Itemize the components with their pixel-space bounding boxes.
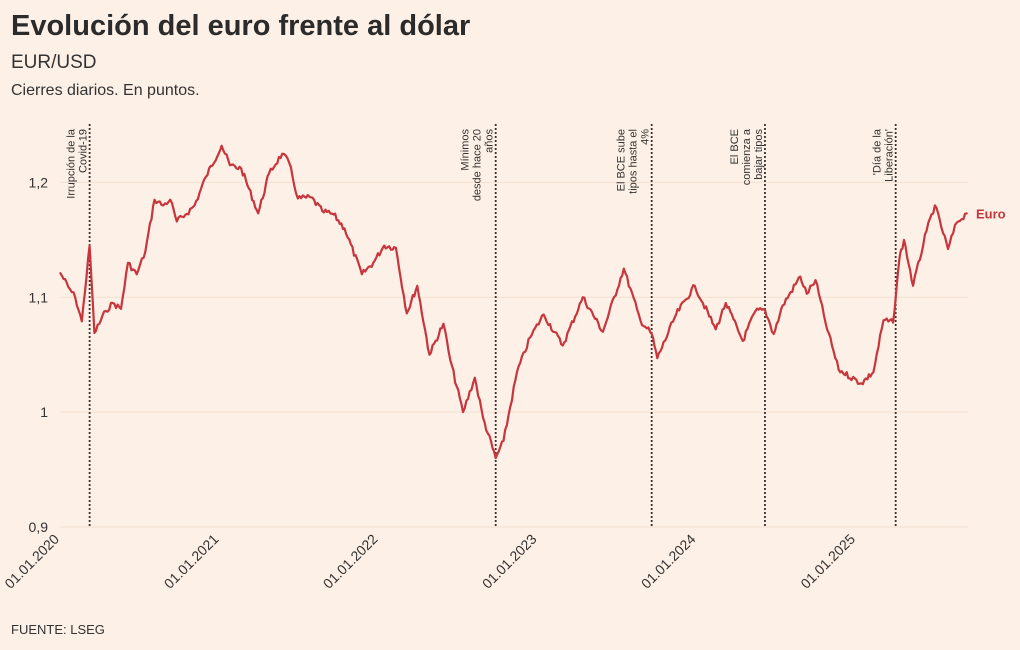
- x-tick-label: 01.01.2025: [797, 531, 858, 592]
- event-label: desde hace 20: [472, 129, 484, 201]
- chart-note: Cierres diarios. En puntos.: [11, 82, 200, 99]
- event-label: Mínimos: [460, 129, 472, 171]
- x-tick-label: 01.01.2024: [638, 531, 699, 592]
- series-label-euro: Euro: [976, 206, 1006, 221]
- source-note: FUENTE: LSEG: [11, 622, 105, 637]
- y-tick-label: 1: [40, 404, 48, 420]
- event-label: 'Día de la: [872, 128, 884, 175]
- series-line-euro: [59, 144, 968, 460]
- chart-title: Evolución del euro frente al dólar: [11, 10, 471, 42]
- x-tick-label: 01.01.2020: [1, 531, 62, 592]
- x-tick-label: 01.01.2021: [161, 531, 222, 592]
- event-label: El BCE: [729, 129, 741, 164]
- x-tick-label: 01.01.2023: [479, 531, 540, 592]
- event-label: comienza a: [741, 128, 753, 185]
- event-label: bajar tipos: [753, 129, 765, 180]
- x-tick-label: 01.01.2022: [320, 531, 381, 592]
- y-tick-label: 1,2: [29, 174, 49, 190]
- event-label: El BCE sube: [616, 129, 628, 191]
- event-label: años: [484, 129, 496, 153]
- chart-subtitle: EUR/USD: [11, 52, 97, 73]
- y-tick-label: 1,1: [29, 289, 49, 305]
- event-label: tipos hasta el: [628, 129, 640, 194]
- y-tick-label: 0,9: [29, 519, 49, 535]
- event-label: Irrupción de la: [66, 128, 78, 199]
- event-label: Liberación': [884, 129, 896, 182]
- event-label: 4%: [640, 129, 652, 145]
- event-label: Covid-19: [78, 129, 90, 173]
